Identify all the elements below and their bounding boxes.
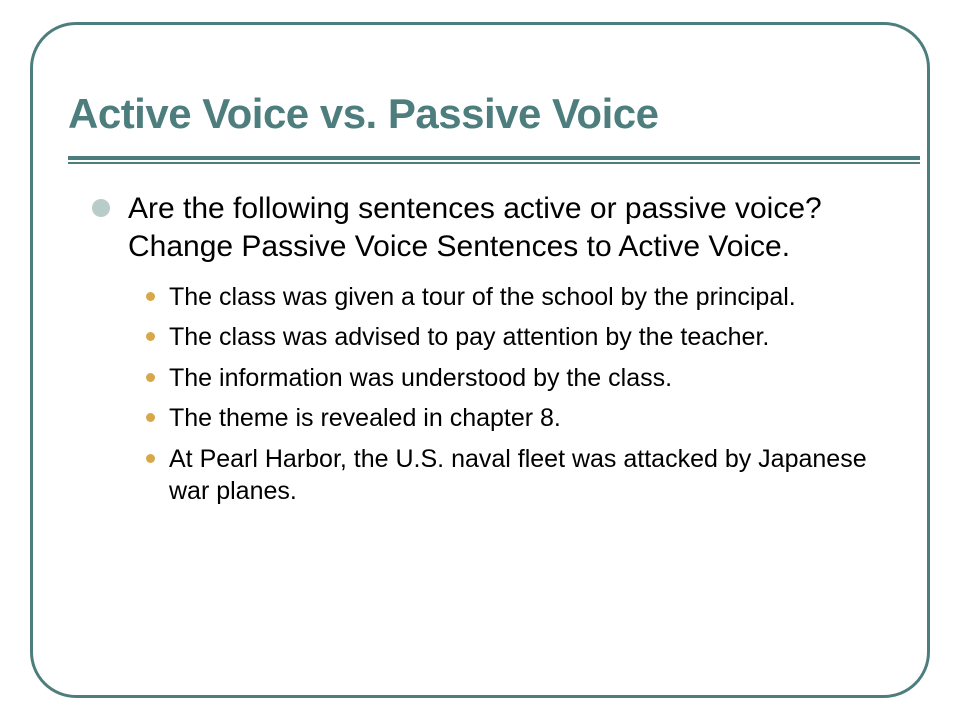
title-underline bbox=[68, 156, 920, 164]
dot-bullet-icon bbox=[146, 413, 155, 422]
rule-thick bbox=[68, 156, 920, 160]
rule-thin bbox=[68, 162, 920, 164]
list-item-text: The class was advised to pay attention b… bbox=[169, 321, 769, 354]
intro-item: Are the following sentences active or pa… bbox=[92, 190, 890, 267]
dot-bullet-icon bbox=[146, 332, 155, 341]
list-item: The information was understood by the cl… bbox=[146, 362, 890, 395]
dot-bullet-icon bbox=[146, 454, 155, 463]
dot-bullet-icon bbox=[146, 292, 155, 301]
content-region: Are the following sentences active or pa… bbox=[92, 190, 890, 516]
disc-bullet-icon bbox=[92, 199, 110, 217]
list-item-text: At Pearl Harbor, the U.S. naval fleet wa… bbox=[169, 443, 890, 508]
intro-text: Are the following sentences active or pa… bbox=[128, 190, 890, 267]
list-item-text: The information was understood by the cl… bbox=[169, 362, 672, 395]
list-item-text: The class was given a tour of the school… bbox=[169, 281, 796, 314]
list-item: The class was advised to pay attention b… bbox=[146, 321, 890, 354]
slide-title: Active Voice vs. Passive Voice bbox=[68, 90, 920, 138]
list-item: The class was given a tour of the school… bbox=[146, 281, 890, 314]
list-item: The theme is revealed in chapter 8. bbox=[146, 402, 890, 435]
title-region: Active Voice vs. Passive Voice bbox=[68, 90, 920, 138]
list-item-text: The theme is revealed in chapter 8. bbox=[169, 402, 561, 435]
dot-bullet-icon bbox=[146, 373, 155, 382]
example-list: The class was given a tour of the school… bbox=[92, 281, 890, 508]
list-item: At Pearl Harbor, the U.S. naval fleet wa… bbox=[146, 443, 890, 508]
